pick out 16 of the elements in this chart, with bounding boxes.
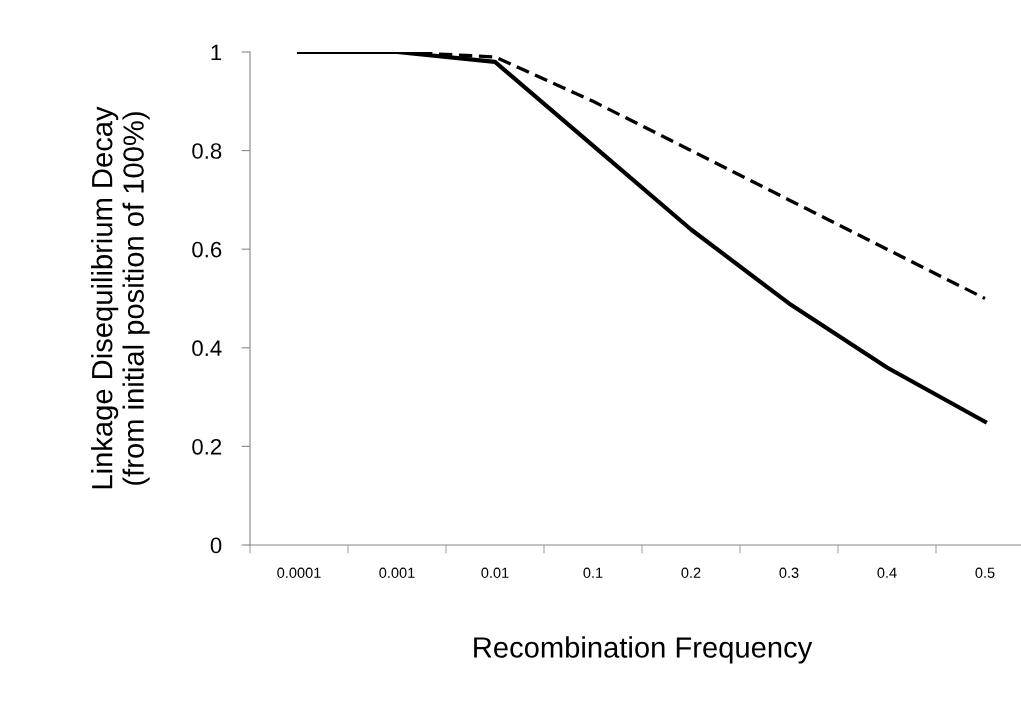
y-tick-label: 0.2 [192,438,222,455]
x-tick-label: 0.1 [583,567,603,578]
y-tick-label: 0 [210,537,222,554]
x-tick-label: 0.5 [975,567,995,578]
x-tick-label: 0.4 [877,567,897,578]
x-tick-label: 0.01 [481,567,509,578]
y-axis-title: Linkage Disequilibrium Decay (from initial position of 100%) [91,106,150,489]
y-tick-label: 1 [211,44,222,61]
x-tick-label: 0.3 [779,567,799,578]
y-tick-label: 0.6 [192,241,222,258]
x-axis-title: Recombination Frequency [474,636,813,664]
y-tick-label: 0.4 [192,340,222,357]
x-tick-label: 0.001 [379,567,415,578]
x-tick-label: 0.0001 [277,567,321,578]
x-tick-label: 0.2 [681,567,701,578]
y-tick-label: 0.8 [192,143,222,159]
